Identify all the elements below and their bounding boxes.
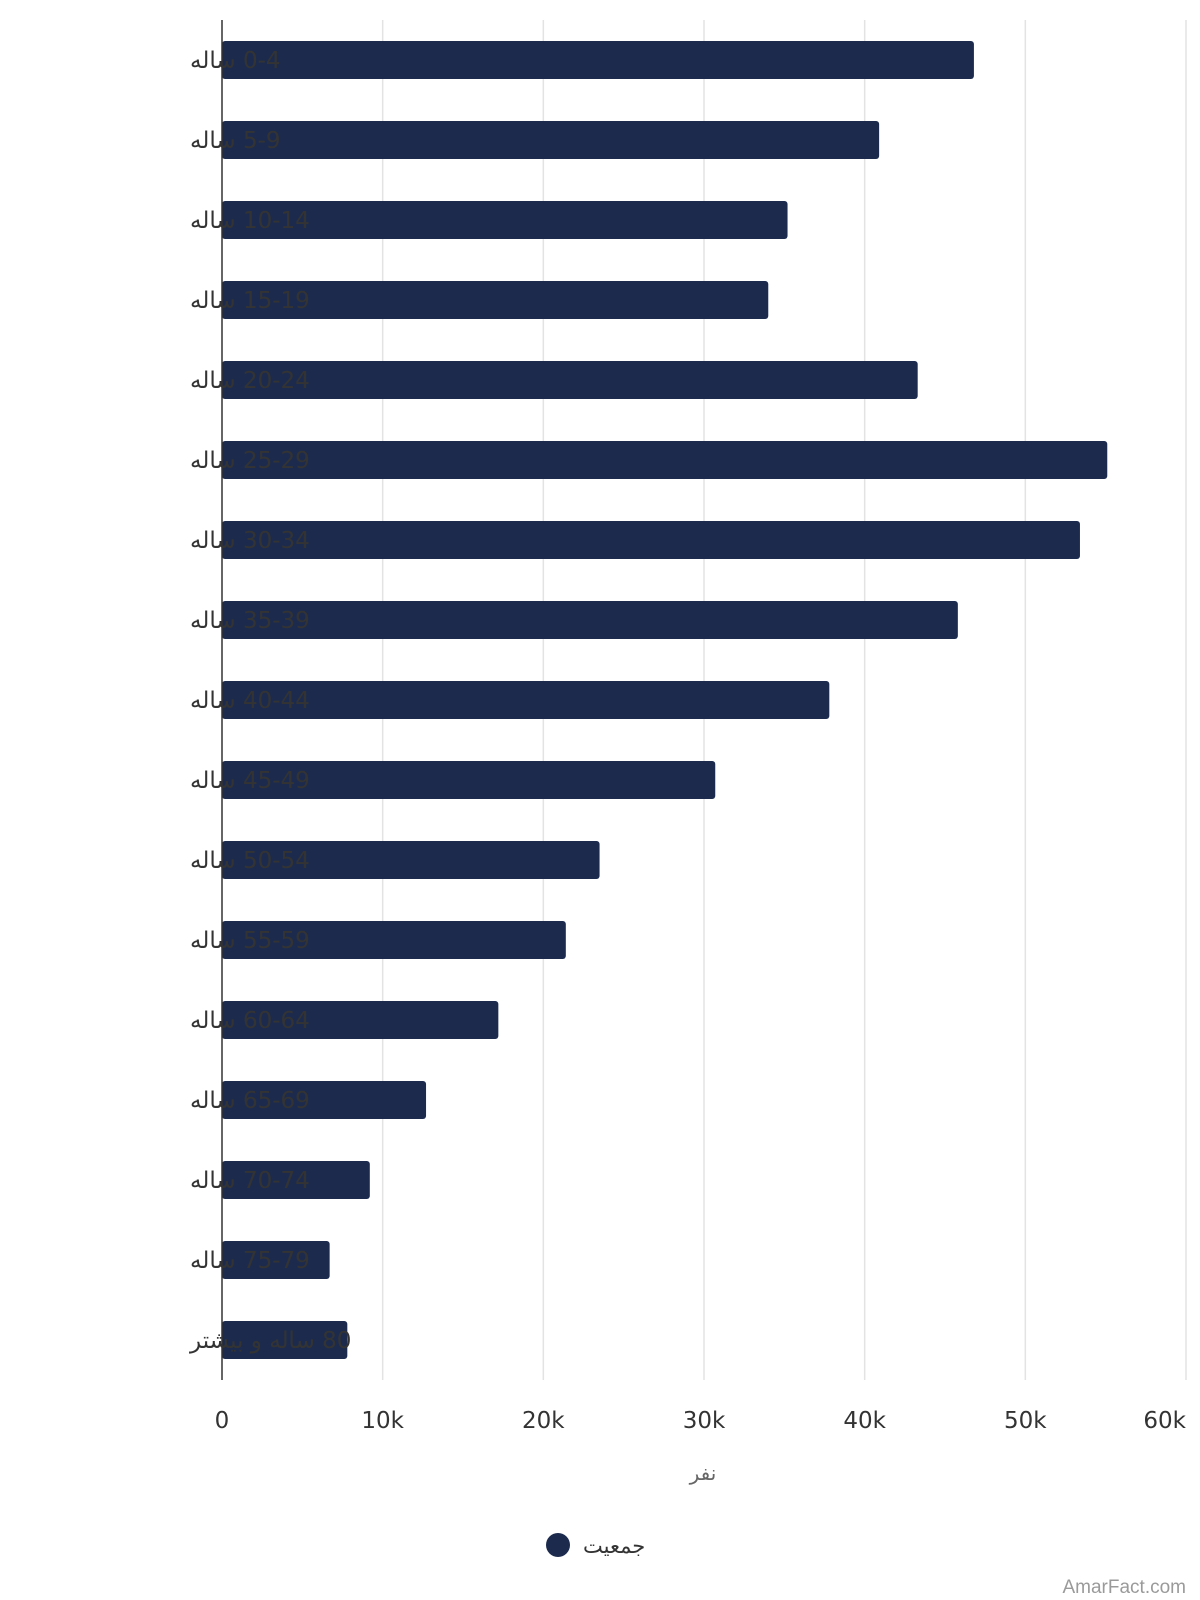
category-label: 5-9 ساله bbox=[190, 128, 281, 154]
legend-label: جمعیت bbox=[583, 1534, 645, 1558]
bar[interactable] bbox=[222, 921, 566, 959]
bar[interactable] bbox=[222, 601, 958, 639]
category-label: 70-74 ساله bbox=[190, 1168, 310, 1194]
bar[interactable] bbox=[222, 521, 1080, 559]
legend[interactable]: جمعیت bbox=[546, 1533, 645, 1558]
x-tick-label: 10k bbox=[361, 1408, 404, 1434]
x-tick-label: 60k bbox=[1143, 1408, 1186, 1434]
bar[interactable] bbox=[222, 841, 600, 879]
category-label: 40-44 ساله bbox=[190, 688, 310, 714]
bar[interactable] bbox=[222, 121, 880, 159]
bar[interactable] bbox=[222, 1001, 499, 1039]
category-label: 0-4 ساله bbox=[190, 48, 281, 74]
bar[interactable] bbox=[222, 361, 918, 399]
x-tick-label: 20k bbox=[522, 1408, 565, 1434]
category-label: 45-49 ساله bbox=[190, 768, 310, 794]
category-label: 30-34 ساله bbox=[190, 528, 310, 554]
bar[interactable] bbox=[222, 1321, 348, 1359]
watermark: AmarFact.com bbox=[1062, 1577, 1186, 1598]
bar[interactable] bbox=[222, 201, 788, 239]
bar[interactable] bbox=[222, 281, 769, 319]
x-tick-label: 50k bbox=[1004, 1408, 1047, 1434]
category-label: 20-24 ساله bbox=[190, 368, 310, 394]
category-label: 10-14 ساله bbox=[190, 208, 310, 234]
bar[interactable] bbox=[222, 41, 974, 79]
bar[interactable] bbox=[222, 441, 1108, 479]
category-label: 55-59 ساله bbox=[190, 928, 310, 954]
category-label: 35-39 ساله bbox=[190, 608, 310, 634]
category-label: 75-79 ساله bbox=[190, 1248, 310, 1274]
category-label: 60-64 ساله bbox=[190, 1008, 310, 1034]
bar[interactable] bbox=[222, 1081, 427, 1119]
bar[interactable] bbox=[222, 1241, 330, 1279]
x-tick-label: 0 bbox=[215, 1408, 230, 1434]
x-tick-labels: 0 10k 20k 30k 40k 50k 60k bbox=[215, 1408, 1187, 1434]
category-labels: 0-4 ساله 5-9 ساله 10-14 ساله 15-19 ساله 20-2… bbox=[189, 48, 351, 1354]
x-axis-title: نفر bbox=[689, 1461, 717, 1485]
category-label: 50-54 ساله bbox=[190, 848, 310, 874]
category-label: 15-19 ساله bbox=[190, 288, 310, 314]
category-label: 25-29 ساله bbox=[190, 448, 310, 474]
bar[interactable] bbox=[222, 681, 830, 719]
legend-marker bbox=[546, 1533, 570, 1557]
bars bbox=[222, 41, 1108, 1359]
category-label: 80 ساله و بیشتر bbox=[189, 1328, 351, 1354]
x-tick-label: 30k bbox=[683, 1408, 726, 1434]
x-tick-label: 40k bbox=[843, 1408, 886, 1434]
bar[interactable] bbox=[222, 761, 716, 799]
bar[interactable] bbox=[222, 1161, 370, 1199]
category-label: 65-69 ساله bbox=[190, 1088, 310, 1114]
